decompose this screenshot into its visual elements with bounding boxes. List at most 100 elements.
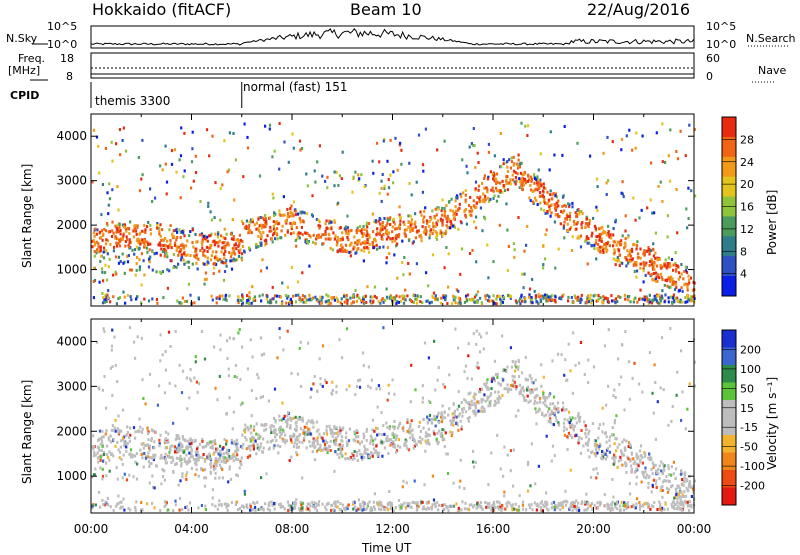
power-cell [176,236,178,239]
velocity-cell [363,364,365,367]
velocity-cell [136,478,138,481]
velocity-cell [660,486,662,489]
power-cell [117,224,119,227]
power-cell [281,229,283,232]
power-cell [176,300,178,303]
velocity-cell [427,507,429,510]
velocity-cell [605,431,607,434]
power-cell [623,195,625,198]
velocity-cell [687,504,689,507]
power-cell [677,299,679,302]
power-cell [680,130,682,133]
velocity-cell [653,501,655,504]
power-cell [120,233,122,236]
power-cell [477,161,479,164]
power-cell [313,234,315,237]
velocity-cell [483,393,485,396]
power-cell [518,177,520,180]
power-cell [275,301,277,304]
power-cell [535,295,537,298]
power-cell [442,224,444,227]
velocity-cell [257,433,259,436]
velocity-cell [572,509,574,512]
velocity-cell [223,438,225,441]
velocity-cell [673,461,675,464]
velocity-cell [403,502,405,505]
power-cell [283,141,285,144]
power-cell [365,295,367,298]
power-cell [671,301,673,304]
power-cell [400,149,402,152]
power-cell [321,175,323,178]
velocity-cell [619,456,621,459]
velocity-cell [377,406,379,409]
power-cell [134,248,136,251]
power-cell [675,270,677,273]
power-cell [638,298,640,301]
power-cell [136,269,138,272]
velocity-cell [532,391,534,394]
velocity-cell [629,398,631,401]
power-cell [214,216,216,219]
velocity-cell [426,416,428,419]
velocity-cell [241,434,243,437]
velocity-cell [196,447,198,450]
velocity-cell [210,457,212,460]
power-cell [143,273,145,276]
velocity-cell [534,482,536,485]
power-cell [502,180,504,183]
power-cell [652,242,654,245]
velocity-cell [326,430,328,433]
power-cell [403,295,405,298]
velocity-cell [219,457,221,460]
velocity-cell [169,445,171,448]
velocity-cell [346,388,348,391]
power-cell [207,205,209,208]
power-cell [176,249,178,252]
power-cell [213,272,215,275]
velocity-cell [303,437,305,440]
power-cell [496,302,498,305]
velocity-cell [479,350,481,353]
power-cell [180,236,182,239]
power-cell [255,228,257,231]
power-cell [500,302,502,305]
power-cell [133,253,135,256]
velocity-cell [690,486,692,489]
power-cell [285,294,287,297]
power-cell [683,283,685,286]
velocity-cell [212,488,214,491]
power-cell [412,294,414,297]
velocity-cell [276,356,278,359]
velocity-cell [387,452,389,455]
velocity-cell [233,411,235,414]
power-ytick-label: 3000 [56,174,87,188]
velocity-cell [442,383,444,386]
velocity-cell [98,491,100,494]
power-cell [341,177,343,180]
power-cell [482,200,484,203]
power-cell [413,301,415,304]
velocity-cell [607,385,609,388]
power-cell [589,155,591,158]
velocity-cell [412,437,414,440]
velocity-cell [371,428,373,431]
power-cell [330,302,332,305]
power-cell [484,217,486,220]
velocity-cell [239,378,241,381]
velocity-cell [577,415,579,418]
power-cell [280,214,282,217]
velocity-cell [373,447,375,450]
power-cell [119,128,121,131]
velocity-cell [689,500,691,503]
velocity-cell [636,476,638,479]
velocity-cell [607,505,609,508]
power-cell [246,220,248,223]
power-cell [457,290,459,293]
velocity-cell [330,504,332,507]
power-cell [598,239,600,242]
power-cell [534,177,536,180]
velocity-cell [510,469,512,472]
velocity-cell [186,377,188,380]
velocity-cell [124,441,126,444]
